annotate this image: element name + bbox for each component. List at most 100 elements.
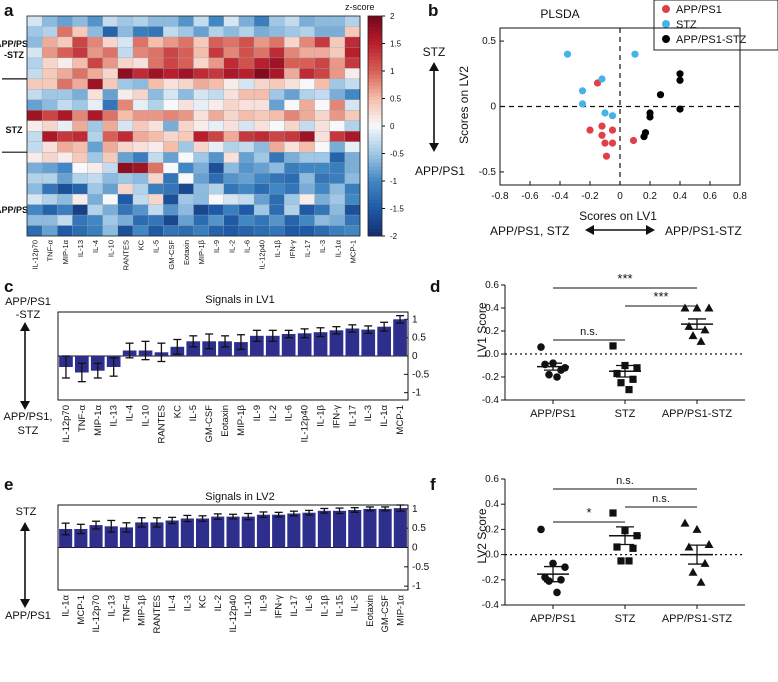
colorbar-segment [368,107,382,112]
heatmap-cell [87,152,104,164]
heatmap-group-label-appps1: APP/PS1 [0,205,33,215]
heatmap-cell [253,120,270,132]
lv1-category-label: IL-12p40 [300,405,311,443]
lv2-category-label: IL-9 [258,595,269,611]
heatmap-cell [57,99,73,111]
heatmap-cell [87,36,104,48]
heatmap-cell [87,47,104,59]
heatmap-cell [253,131,270,143]
heatmap-cell [284,214,300,226]
lv1-category-label: MCP-1 [395,405,406,435]
heatmap-cell [178,141,194,153]
heatmap-cell [314,162,331,174]
heatmap-cell [223,162,240,174]
heatmap-column-label: IL-6 [243,240,252,253]
plsda-point [676,76,684,84]
heatmap-cell [163,89,179,101]
lv2score-category-label: APP/PS1-STZ [662,613,733,625]
heatmap-column-label: IL-1β [273,239,282,257]
heatmap-cell [41,78,58,90]
heatmap-cell [132,131,149,143]
heatmap-cell [344,57,361,69]
heatmap-cell [238,89,255,101]
colorbar-segment [368,228,382,233]
plsda-x-tick-label: 0.8 [733,191,747,202]
heatmap-cell [87,120,104,132]
heatmap-cell [344,183,361,195]
lv1-category-label: IL-12p70 [61,405,72,443]
heatmap-cell [238,193,255,205]
heatmap-cell [314,89,331,101]
heatmap-cell [344,36,361,48]
heatmap-cell [41,57,58,69]
heatmap-cell [117,204,134,216]
heatmap-cell [314,99,331,111]
heatmap-cell [117,162,134,174]
lv2-y-tick-label: 1 [412,504,418,515]
heatmap-cell [102,131,119,143]
heatmap-column-label: IL-5 [152,240,161,253]
heatmap-cell [269,162,285,174]
plsda-point [646,109,654,117]
lv1-annotation-bottom-line1: APP/PS1, [4,411,53,423]
heatmap-cell [147,183,164,195]
heatmap-cell [193,78,210,90]
colorbar-segment [368,63,382,68]
heatmap-cell [284,26,300,38]
colorbar-segment [368,67,382,72]
colorbar-segment [368,159,382,163]
heatmap-cell [147,141,164,153]
lv1-annotation-top-line1: APP/PS1 [5,296,51,308]
heatmap-cell [238,78,255,90]
lv1score-point [537,343,545,351]
heatmap-cell [299,68,315,80]
lv1score-y-tick-label: 0.6 [485,280,499,291]
heatmap-cell [117,141,134,153]
heatmap-cell [87,68,104,80]
heatmap-column-label: IL-17 [303,240,312,257]
lv1-category-label: KC [172,405,183,418]
lv2-bar [333,510,347,548]
heatmap-cell [269,183,285,195]
heatmap-cell [72,193,88,205]
heatmap-cell [238,214,255,226]
lv2-category-label: IL-1β [319,594,330,616]
heatmap-cell [193,172,210,184]
heatmap-cell [132,120,149,132]
legend-label-appps1: APP/PS1 [676,4,722,16]
heatmap-cell [314,193,331,205]
heatmap-cell [102,36,119,48]
heatmap-cell [57,57,73,69]
plsda-x-annotation-arrow-head-right [646,225,655,235]
colorbar-segment [368,188,382,193]
lv2-bar [393,508,407,548]
heatmap-frame [26,15,361,237]
heatmap-cell [208,193,225,205]
heatmap-column-label: IL-10 [106,240,115,257]
heatmap-cell [269,89,285,101]
lv1score-point [625,386,633,394]
colorbar-segment [368,195,382,200]
colorbar-tick-label: -1 [390,177,398,186]
plsda-x-tick-label: -0.6 [521,191,539,202]
heatmap-cell [238,183,255,195]
colorbar-segment [368,96,382,101]
lv2score-category-label: STZ [615,613,636,625]
heatmap-cell [147,89,164,101]
heatmap-cell [132,15,149,27]
heatmap-cell [163,183,179,195]
colorbar-segment [368,85,382,90]
heatmap-cell [117,15,134,27]
heatmap-cell [41,110,58,122]
heatmap-cell [41,183,58,195]
heatmap-cell [329,36,346,48]
heatmap-cell [26,172,43,184]
heatmap-cell [299,57,315,69]
heatmap-cell [344,26,361,38]
heatmap-cell [269,36,285,48]
heatmap-cell [223,193,240,205]
colorbar-segment [368,144,382,149]
panel-label-d: d [430,277,440,296]
heatmap-group-label-appps1stz-line2: -STZ [4,50,24,60]
heatmap-cell [329,172,346,184]
